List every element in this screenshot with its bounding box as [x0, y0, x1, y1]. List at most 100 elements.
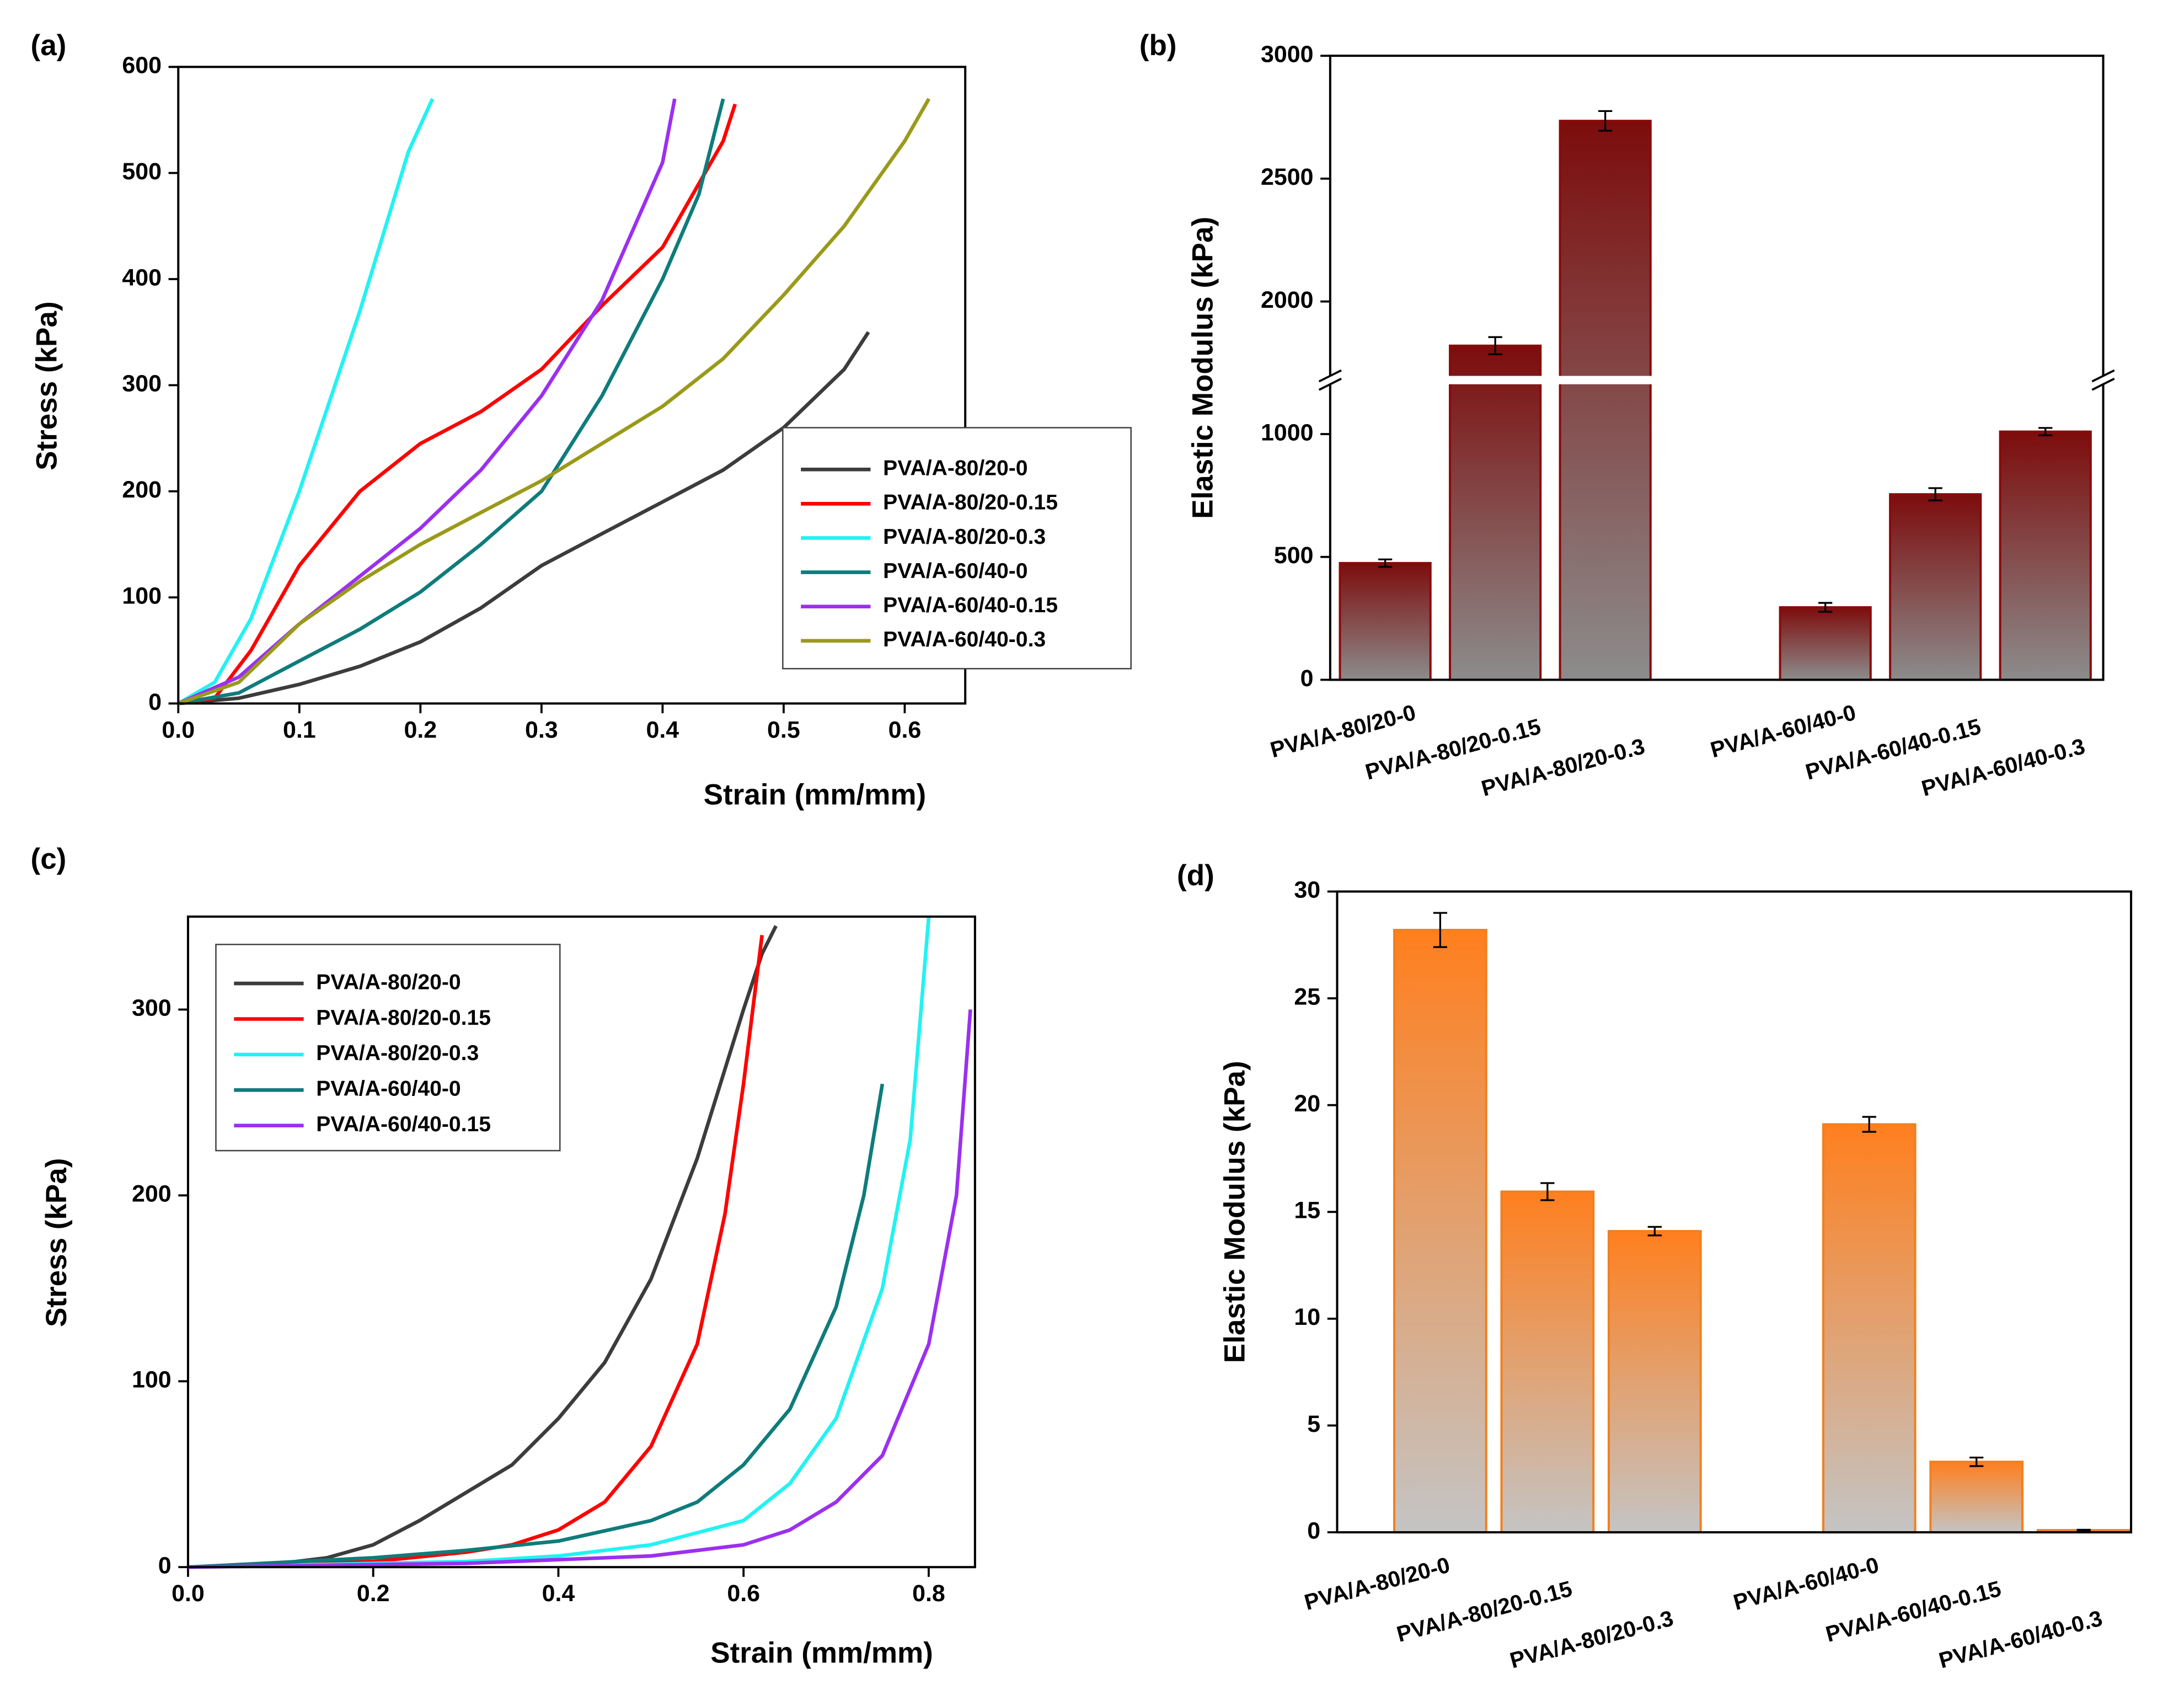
x-tick-label: 0.1 [283, 716, 316, 743]
y-tick-label: 25 [1294, 983, 1320, 1010]
bar [1339, 561, 1432, 681]
error-bar [1598, 110, 1613, 132]
error-bar [1378, 558, 1393, 568]
error-bar [1862, 1116, 1876, 1133]
x-tick-label: 0.2 [357, 1580, 390, 1607]
y-tick-label: 500 [122, 158, 162, 185]
y-tick-label: 3000 [1261, 41, 1314, 67]
panel-label: (d) [1177, 859, 1214, 892]
bar [1607, 1230, 1702, 1534]
plot-frame [186, 915, 976, 1569]
legend-label: PVA/A-60/40-0 [883, 559, 1027, 583]
line [188, 935, 764, 1569]
line [188, 1009, 972, 1569]
x-tick-label: 0.5 [767, 716, 800, 743]
error-bar [1433, 912, 1448, 948]
x-tick-label: 0.2 [404, 716, 437, 743]
legend-label: PVA/A-80/20-0.3 [883, 525, 1046, 549]
y-tick-label: 2500 [1261, 164, 1314, 190]
x-axis-title: Strain (mm/mm) [710, 1636, 933, 1669]
y-axis-title: Elastic Modulus (kPa) [1219, 1061, 1251, 1363]
y-tick-label: 100 [132, 1367, 172, 1393]
line [178, 98, 931, 705]
y-tick-label: 5 [1307, 1411, 1320, 1437]
legend-label: PVA/A-80/20-0.15 [316, 1006, 491, 1030]
legend-label: PVA/A-80/20-0 [883, 457, 1027, 480]
y-tick-label: 2000 [1261, 287, 1314, 313]
error-bar [1818, 602, 1833, 613]
axis-break [1316, 376, 2117, 384]
x-tick-label: 0.4 [542, 1580, 575, 1607]
y-tick-label: 500 [1274, 542, 1314, 569]
y-tick-label: 1000 [1261, 419, 1314, 446]
line [178, 98, 725, 705]
panel-label: (c) [31, 843, 67, 875]
bar [1889, 493, 1982, 681]
error-bar [1928, 487, 1942, 501]
error-bar [1540, 1182, 1555, 1201]
plot-frame [1336, 890, 2133, 1534]
line [188, 925, 778, 1569]
x-tick-label: PVA/A-60/40-0.15 [1823, 1576, 2004, 1647]
y-tick-label: 200 [132, 1181, 172, 1207]
legend-box [215, 944, 561, 1152]
y-tick-label: 300 [132, 995, 172, 1021]
x-tick-label: 0.0 [172, 1580, 205, 1607]
error-bar [1969, 1456, 1984, 1467]
error-bar [1647, 1226, 1662, 1237]
legend-label: PVA/A-60/40-0 [316, 1077, 461, 1101]
break-mark [2091, 369, 2115, 391]
legend-label: PVA/A-60/40-0.15 [883, 593, 1058, 617]
y-axis-title: Stress (kPa) [30, 301, 63, 470]
line [188, 916, 931, 1569]
panel-label: (a) [31, 29, 67, 62]
x-tick-label: 0.6 [888, 716, 922, 743]
y-axis-title: Elastic Modulus (kPa) [1187, 217, 1219, 519]
bar [1449, 344, 1542, 681]
y-tick-label: 0 [148, 689, 162, 715]
bar [1559, 120, 1652, 681]
legend-label: PVA/A-60/40-0.15 [316, 1112, 491, 1136]
legend-label: PVA/A-80/20-0 [316, 970, 461, 994]
y-tick-label: 15 [1294, 1197, 1320, 1224]
plot-frame [177, 66, 967, 705]
x-axis-title: Strain (mm/mm) [704, 779, 927, 811]
y-tick-label: 10 [1294, 1304, 1320, 1330]
line [178, 103, 737, 705]
y-tick-label: 0 [1300, 665, 1314, 692]
panel: (a) Stress (kPa) Strain (mm/mm) 0 100 200 300 4… [30, 29, 1132, 811]
y-tick-label: 20 [1294, 1090, 1320, 1117]
x-tick-label: PVA/A-60/40-0 [1731, 1552, 1882, 1616]
error-bar [2076, 1528, 2091, 1532]
bar [1779, 606, 1872, 681]
y-tick-label: 0 [158, 1553, 172, 1579]
legend-label: PVA/A-60/40-0.3 [883, 628, 1046, 651]
bar [1393, 929, 1487, 1534]
legend-label: PVA/A-80/20-0.15 [883, 491, 1058, 515]
x-tick-label: 0.6 [727, 1580, 760, 1607]
line [177, 98, 435, 705]
y-tick-label: 30 [1294, 877, 1320, 903]
x-tick-label: 0.4 [646, 716, 679, 743]
bar [1929, 1461, 2024, 1534]
legend-label: PVA/A-80/20-0.3 [316, 1041, 479, 1065]
panel: (c) Stress (kPa) Strain (mm/mm) 0 100 200 300 0… [31, 843, 976, 1669]
y-tick-label: 100 [122, 582, 162, 609]
x-tick-label: 0.0 [162, 716, 195, 743]
error-bar [2038, 427, 2053, 436]
y-tick-label: 200 [122, 477, 162, 503]
y-tick-label: 0 [1307, 1517, 1320, 1544]
x-tick-label: PVA/A-80/20-0.15 [1394, 1576, 1575, 1647]
bar [1822, 1123, 1917, 1534]
error-bar [1488, 336, 1502, 356]
bar [1500, 1190, 1595, 1534]
x-tick-label: PVA/A-80/20-0.3 [1507, 1605, 1676, 1673]
line [188, 1083, 885, 1569]
y-tick-label: 300 [122, 371, 162, 397]
x-tick-label: PVA/A-80/20-0 [1302, 1552, 1453, 1616]
break-mark [1318, 369, 1342, 391]
y-tick-label: 400 [122, 264, 162, 291]
y-tick-label: 600 [122, 52, 162, 79]
plot-frame [1329, 55, 2105, 681]
